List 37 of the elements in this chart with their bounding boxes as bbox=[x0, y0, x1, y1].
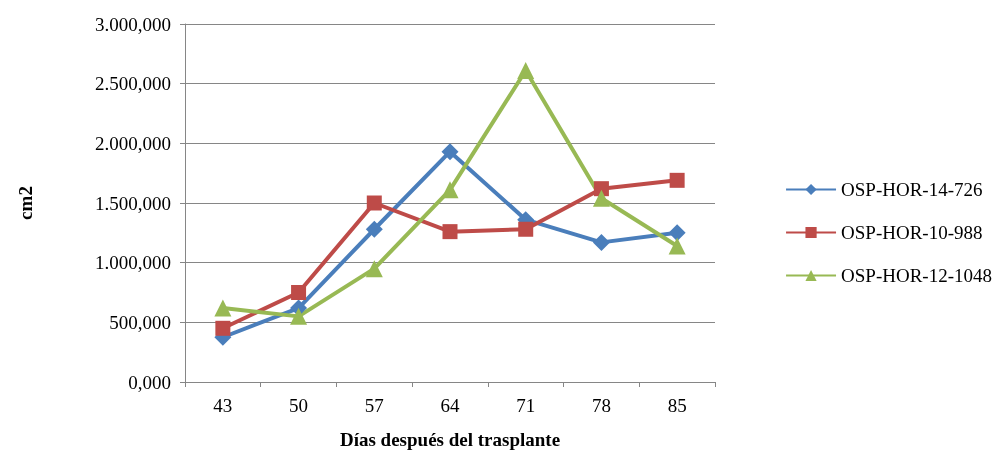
point bbox=[215, 320, 231, 336]
point bbox=[669, 172, 685, 188]
point bbox=[441, 143, 459, 161]
point bbox=[592, 233, 610, 251]
x-tick-label: 57 bbox=[364, 395, 384, 416]
x-tick-label: 85 bbox=[667, 395, 687, 416]
legend-label: OSP-HOR-10-988 bbox=[841, 222, 983, 243]
point bbox=[441, 181, 459, 199]
point bbox=[366, 195, 382, 211]
point bbox=[518, 221, 534, 237]
x-tick-label: 78 bbox=[591, 395, 611, 416]
x-axis-title: Días después del trasplante bbox=[339, 429, 561, 450]
point bbox=[290, 307, 308, 325]
y-tick-label: 1.500,000 bbox=[95, 192, 171, 214]
y-axis-title: cm2 bbox=[15, 186, 36, 220]
point bbox=[517, 62, 535, 80]
y-tick-label: 2.500,000 bbox=[95, 73, 171, 95]
y-tick-label: 0,000 bbox=[128, 371, 171, 393]
legend-label: OSP-HOR-14-726 bbox=[841, 179, 983, 200]
point bbox=[592, 189, 610, 207]
y-tick-label: 2.000,000 bbox=[95, 132, 171, 154]
point bbox=[365, 260, 383, 278]
point bbox=[442, 224, 458, 240]
point bbox=[668, 237, 686, 255]
point bbox=[365, 220, 383, 238]
y-tick-label: 500,000 bbox=[109, 311, 171, 333]
x-tick-label: 43 bbox=[213, 395, 233, 416]
point bbox=[668, 224, 686, 242]
point bbox=[214, 299, 232, 317]
point bbox=[291, 285, 307, 300]
legend-label: OSP-HOR-12-1048 bbox=[841, 265, 992, 286]
y-tick-label: 1.000,000 bbox=[95, 252, 171, 274]
point bbox=[593, 181, 609, 197]
x-tick-label: 50 bbox=[289, 395, 309, 416]
x-tick-label: 64 bbox=[440, 395, 460, 416]
y-tick-label: 3.000,000 bbox=[95, 13, 171, 35]
x-tick-label: 71 bbox=[516, 395, 536, 416]
